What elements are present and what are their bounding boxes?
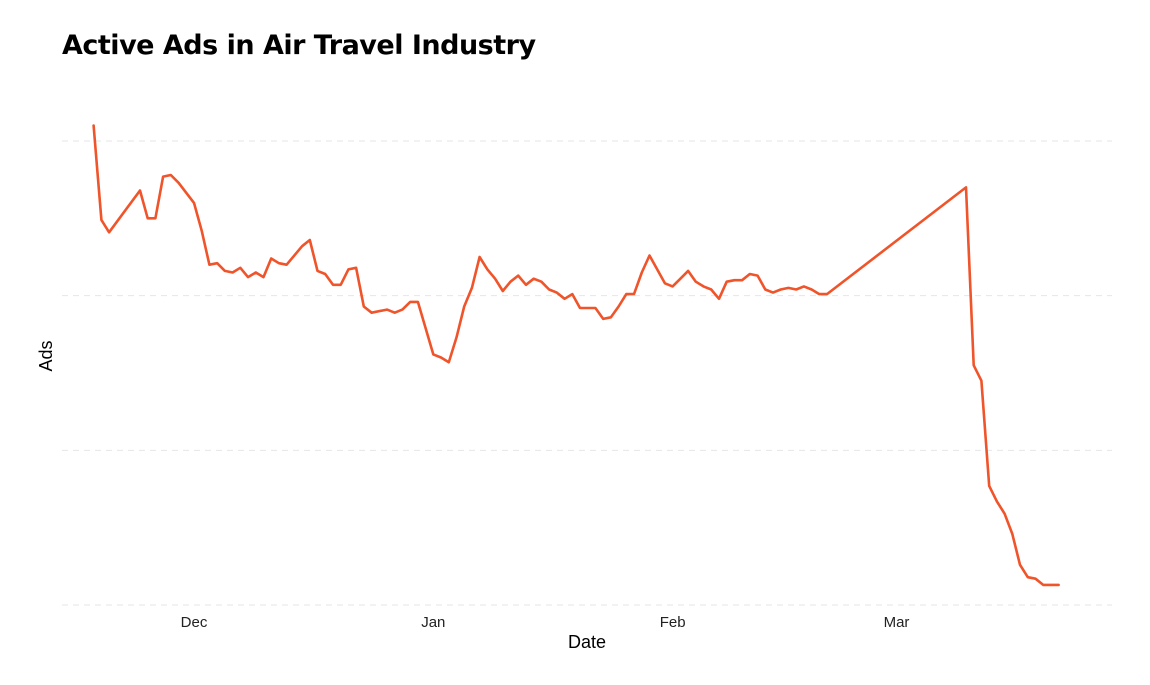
x-tick-label: Jan	[421, 614, 445, 631]
grid-lines	[62, 140, 1112, 606]
series-line	[92, 124, 1060, 587]
x-axis-title: Date	[568, 632, 606, 652]
x-tick-label: Feb	[660, 614, 686, 631]
x-tick-labels: Dec Jan Feb Mar	[181, 614, 910, 631]
x-tick-label: Dec	[181, 614, 208, 631]
chart-title: Active Ads in Air Travel Industry	[62, 30, 536, 61]
series-layer	[92, 124, 1060, 587]
x-tick-label: Mar	[884, 614, 910, 631]
y-axis-title: Ads	[36, 340, 56, 371]
